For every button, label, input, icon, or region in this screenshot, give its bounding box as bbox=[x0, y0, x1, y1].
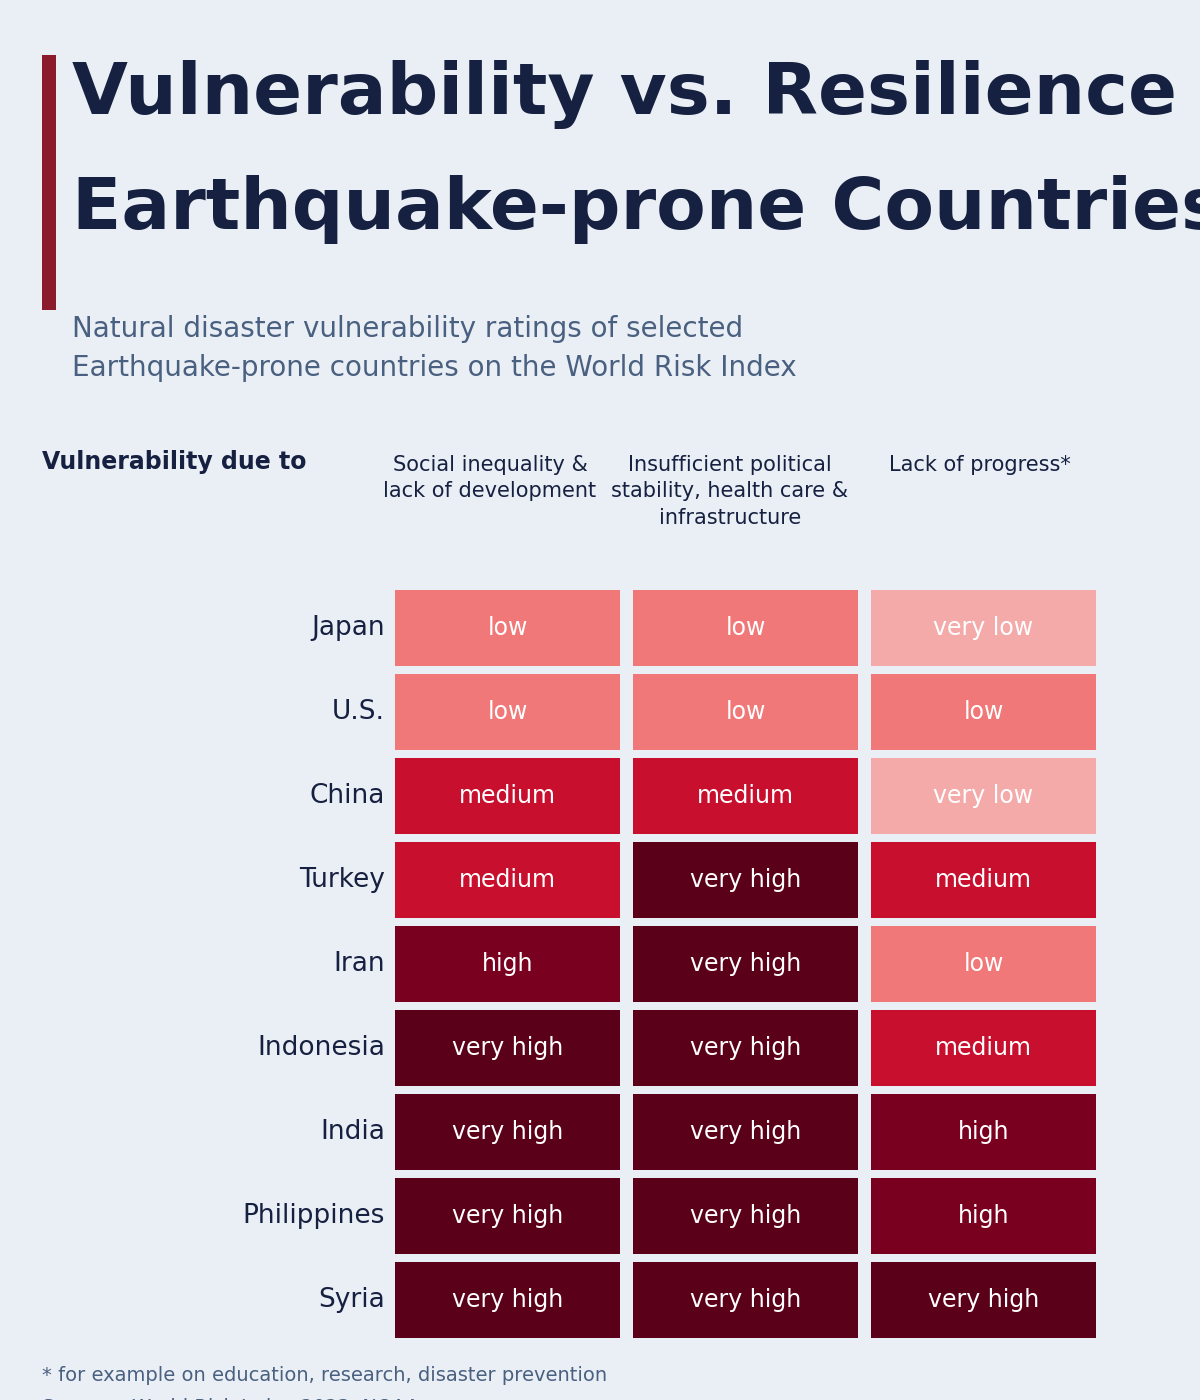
FancyBboxPatch shape bbox=[395, 589, 620, 666]
Text: medium: medium bbox=[697, 784, 794, 808]
FancyBboxPatch shape bbox=[871, 1009, 1096, 1086]
Text: very high: very high bbox=[690, 868, 802, 892]
FancyBboxPatch shape bbox=[634, 589, 858, 666]
Text: Vulnerability vs. Resilience in: Vulnerability vs. Resilience in bbox=[72, 60, 1200, 129]
Text: India: India bbox=[320, 1119, 385, 1145]
Text: very high: very high bbox=[452, 1036, 563, 1060]
FancyBboxPatch shape bbox=[395, 925, 620, 1002]
Text: low: low bbox=[964, 700, 1003, 724]
Text: Earthquake-prone Countries: Earthquake-prone Countries bbox=[72, 175, 1200, 244]
Text: very high: very high bbox=[452, 1204, 563, 1228]
Text: Indonesia: Indonesia bbox=[257, 1035, 385, 1061]
Text: high: high bbox=[958, 1204, 1009, 1228]
Text: high: high bbox=[958, 1120, 1009, 1144]
Text: very low: very low bbox=[934, 784, 1033, 808]
FancyBboxPatch shape bbox=[871, 1177, 1096, 1254]
FancyBboxPatch shape bbox=[634, 1177, 858, 1254]
FancyBboxPatch shape bbox=[395, 1261, 620, 1338]
Text: U.S.: U.S. bbox=[332, 699, 385, 725]
FancyBboxPatch shape bbox=[871, 1261, 1096, 1338]
Text: medium: medium bbox=[458, 868, 556, 892]
Text: low: low bbox=[487, 700, 528, 724]
Text: medium: medium bbox=[935, 868, 1032, 892]
Text: Syria: Syria bbox=[318, 1287, 385, 1313]
FancyBboxPatch shape bbox=[871, 925, 1096, 1002]
Text: medium: medium bbox=[935, 1036, 1032, 1060]
Text: Iran: Iran bbox=[334, 951, 385, 977]
Text: very high: very high bbox=[690, 1288, 802, 1312]
Text: * for example on education, research, disaster prevention: * for example on education, research, di… bbox=[42, 1366, 607, 1385]
FancyBboxPatch shape bbox=[871, 673, 1096, 750]
Text: Vulnerability due to: Vulnerability due to bbox=[42, 449, 306, 475]
FancyBboxPatch shape bbox=[395, 1009, 620, 1086]
FancyBboxPatch shape bbox=[395, 673, 620, 750]
Text: high: high bbox=[481, 952, 533, 976]
Text: very high: very high bbox=[690, 1204, 802, 1228]
Text: very high: very high bbox=[690, 1120, 802, 1144]
FancyBboxPatch shape bbox=[634, 673, 858, 750]
Text: low: low bbox=[487, 616, 528, 640]
Text: very high: very high bbox=[690, 1036, 802, 1060]
Text: Social inequality &
lack of development: Social inequality & lack of development bbox=[384, 455, 596, 501]
Text: Sources: World Risk Index 2023, NOAA: Sources: World Risk Index 2023, NOAA bbox=[42, 1399, 419, 1400]
Text: medium: medium bbox=[458, 784, 556, 808]
Text: Natural disaster vulnerability ratings of selected
Earthquake-prone countries on: Natural disaster vulnerability ratings o… bbox=[72, 315, 797, 382]
FancyBboxPatch shape bbox=[634, 1009, 858, 1086]
FancyBboxPatch shape bbox=[634, 841, 858, 918]
FancyBboxPatch shape bbox=[634, 925, 858, 1002]
FancyBboxPatch shape bbox=[42, 55, 56, 309]
FancyBboxPatch shape bbox=[395, 841, 620, 918]
Text: very high: very high bbox=[452, 1120, 563, 1144]
FancyBboxPatch shape bbox=[634, 757, 858, 834]
FancyBboxPatch shape bbox=[871, 841, 1096, 918]
Text: Turkey: Turkey bbox=[299, 867, 385, 893]
FancyBboxPatch shape bbox=[395, 1177, 620, 1254]
Text: Lack of progress*: Lack of progress* bbox=[889, 455, 1070, 475]
Text: low: low bbox=[725, 700, 766, 724]
Text: very low: very low bbox=[934, 616, 1033, 640]
Text: very high: very high bbox=[690, 952, 802, 976]
FancyBboxPatch shape bbox=[634, 1093, 858, 1170]
FancyBboxPatch shape bbox=[395, 757, 620, 834]
Text: Philippines: Philippines bbox=[242, 1203, 385, 1229]
FancyBboxPatch shape bbox=[871, 1093, 1096, 1170]
FancyBboxPatch shape bbox=[395, 1093, 620, 1170]
Text: Insufficient political
stability, health care &
infrastructure: Insufficient political stability, health… bbox=[612, 455, 848, 528]
Text: Japan: Japan bbox=[311, 615, 385, 641]
Text: very high: very high bbox=[928, 1288, 1039, 1312]
Text: low: low bbox=[964, 952, 1003, 976]
FancyBboxPatch shape bbox=[871, 757, 1096, 834]
FancyBboxPatch shape bbox=[634, 1261, 858, 1338]
FancyBboxPatch shape bbox=[871, 589, 1096, 666]
Text: low: low bbox=[725, 616, 766, 640]
Text: China: China bbox=[310, 783, 385, 809]
Text: very high: very high bbox=[452, 1288, 563, 1312]
